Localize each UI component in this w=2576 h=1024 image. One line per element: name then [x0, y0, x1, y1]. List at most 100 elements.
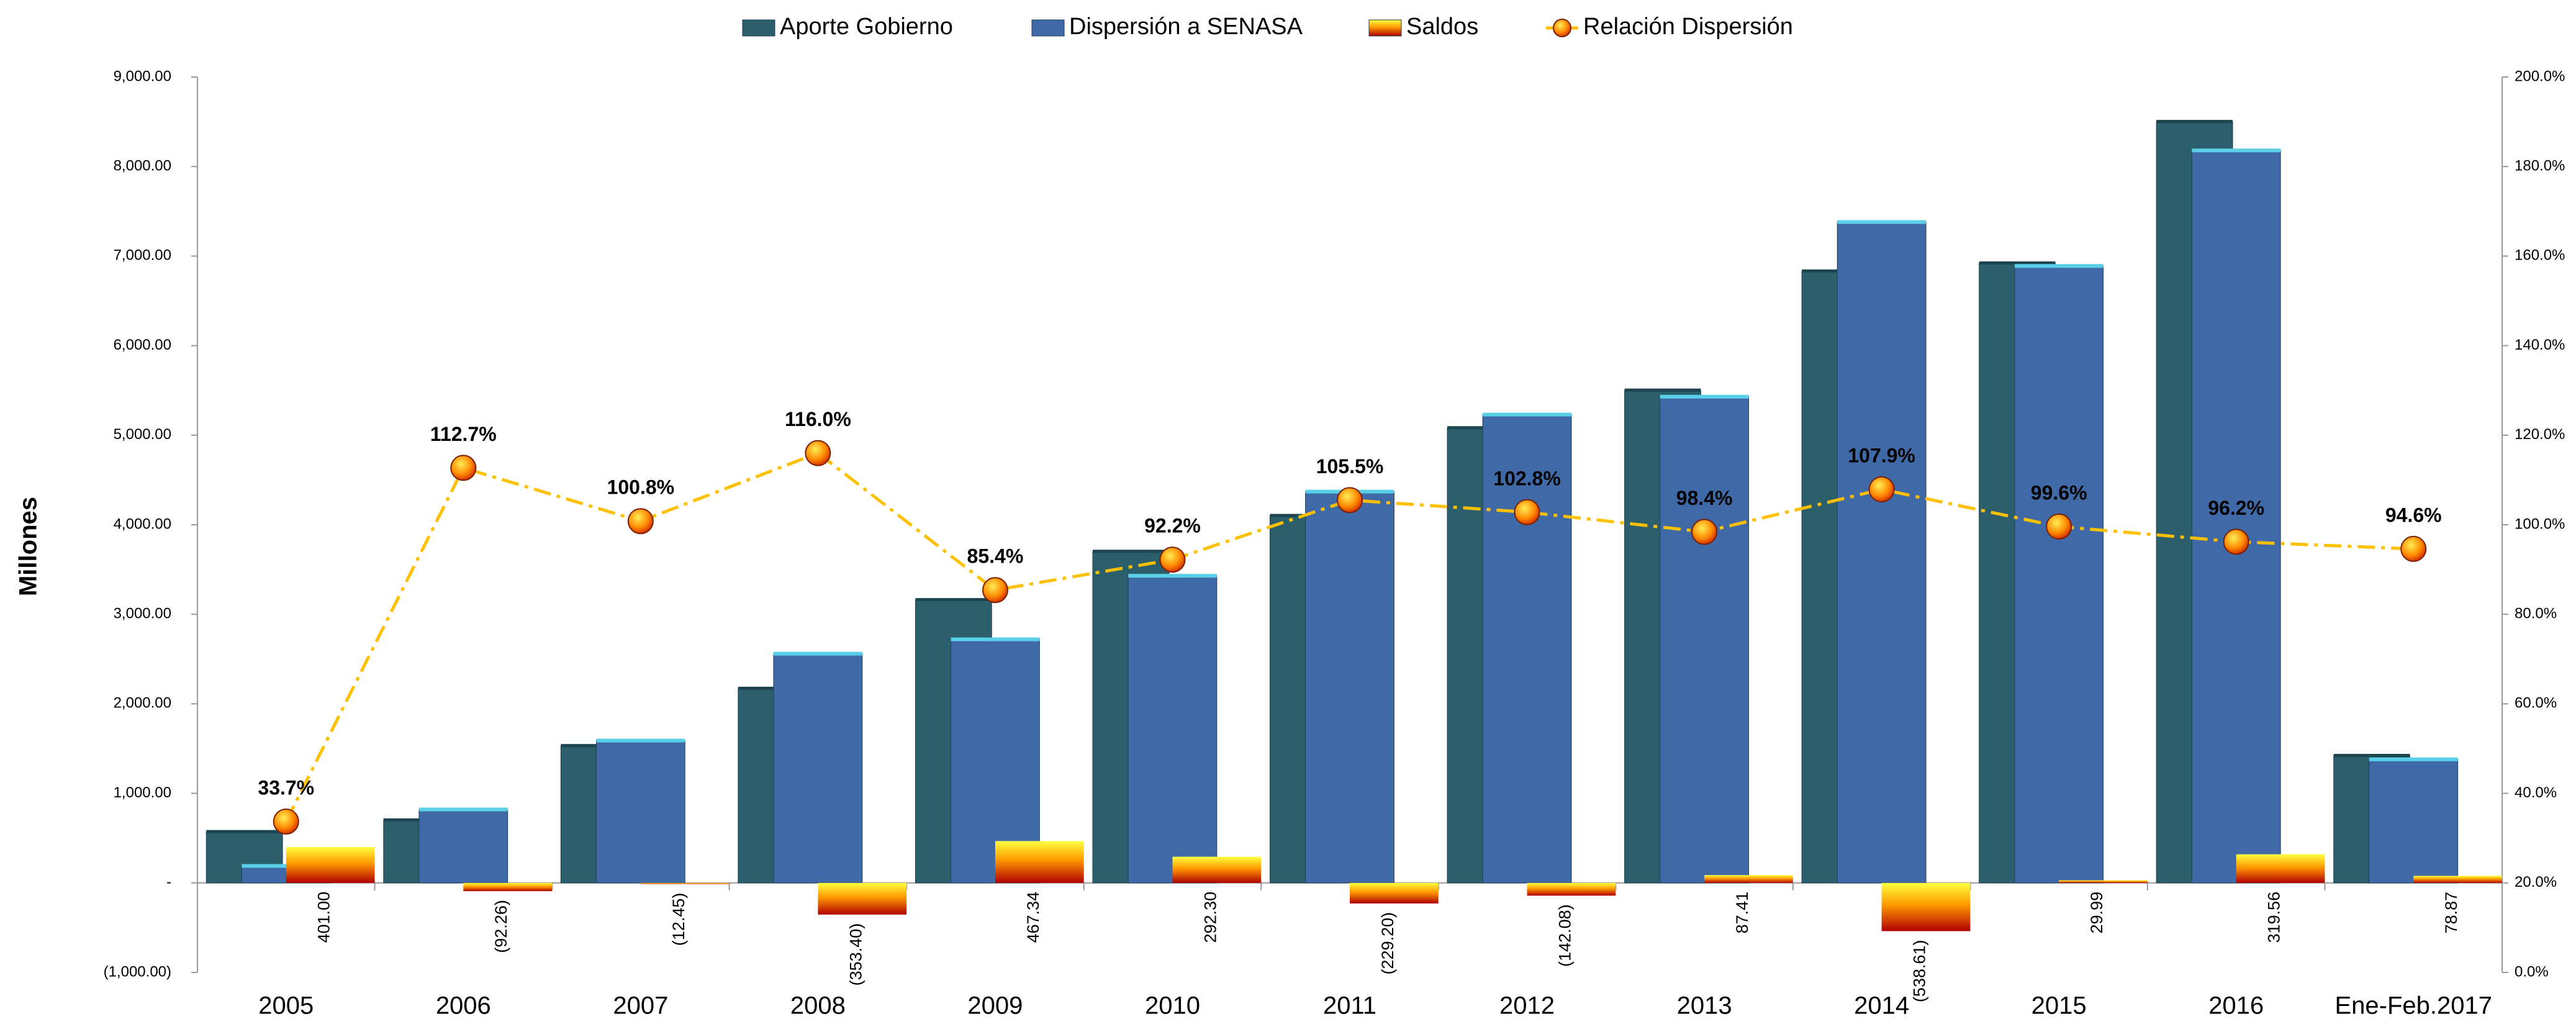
- x-tick-label: Ene-Feb.2017: [2334, 992, 2492, 1020]
- y-tick-label: 1,000.00: [114, 784, 171, 801]
- legend-label: Relación Dispersión: [1583, 14, 1793, 40]
- y2-tick-label: 40.0%: [2515, 784, 2557, 801]
- bar-cap: [774, 651, 862, 656]
- data-label: 94.6%: [2385, 504, 2442, 526]
- data-label: (12.45): [669, 893, 688, 946]
- bar: [1482, 414, 1572, 884]
- y2-tick-label: 140.0%: [2515, 337, 2565, 353]
- bar-cap: [2369, 757, 2458, 761]
- bar-cap: [2333, 754, 2410, 758]
- bar: [773, 653, 863, 884]
- legend-label: Saldos: [1406, 14, 1478, 40]
- y-tick-label: 7,000.00: [114, 247, 171, 264]
- y-tick-label: 6,000.00: [114, 337, 171, 353]
- data-label: 105.5%: [1316, 455, 1384, 478]
- legend-swatch: [1553, 19, 1571, 37]
- data-label: 100.8%: [607, 476, 675, 499]
- line-marker: [450, 455, 477, 481]
- y-tick-label: -: [166, 874, 171, 890]
- y-axis-label: Millones: [15, 497, 42, 596]
- bar: [1527, 882, 1616, 896]
- data-label: 116.0%: [785, 408, 851, 430]
- legend-label: Aporte Gobierno: [780, 14, 953, 40]
- bar: [1881, 882, 1971, 931]
- bar: [1128, 575, 1218, 884]
- line-marker: [627, 508, 654, 535]
- data-label: 33.7%: [258, 776, 314, 799]
- y-tick-label: 8,000.00: [114, 158, 171, 174]
- data-label: 98.4%: [1676, 487, 1733, 509]
- x-tick-label: 2007: [613, 992, 668, 1020]
- bar-cap: [1837, 220, 1926, 224]
- x-tick-label: 2009: [967, 992, 1023, 1020]
- y-tick-label: 4,000.00: [114, 515, 171, 532]
- bar-cap: [596, 738, 685, 743]
- data-label: 96.2%: [2208, 497, 2264, 519]
- x-tick-label: 2015: [2031, 992, 2087, 1020]
- data-label: 107.9%: [1848, 444, 1915, 466]
- line-marker: [2046, 513, 2072, 540]
- bar: [1660, 396, 1749, 884]
- y2-tick-label: 0.0%: [2515, 963, 2549, 980]
- line-marker: [273, 809, 299, 835]
- data-label: 78.87: [2442, 892, 2461, 934]
- data-label: 85.4%: [967, 545, 1024, 568]
- line-marker: [1868, 476, 1895, 503]
- y-tick-label: 9,000.00: [114, 68, 171, 84]
- bar-cap: [2156, 120, 2233, 124]
- x-tick-label: 2012: [1499, 992, 1555, 1020]
- bar: [1704, 875, 1793, 883]
- data-label: 401.00: [315, 892, 333, 943]
- line-marker: [982, 577, 1008, 604]
- bar-cap: [1624, 388, 1701, 392]
- data-label: 92.2%: [1144, 515, 1201, 537]
- x-tick-label: 2014: [1854, 992, 1909, 1020]
- y2-tick-label: 200.0%: [2515, 68, 2565, 84]
- data-label: (142.08): [1555, 904, 1574, 967]
- bar: [1172, 856, 1262, 883]
- bar: [2236, 854, 2325, 883]
- bar: [286, 846, 375, 883]
- x-tick-label: 2008: [790, 992, 846, 1020]
- data-label: (538.61): [1910, 940, 1929, 1002]
- data-label: 87.41: [1733, 892, 1751, 934]
- bar: [2014, 265, 2104, 884]
- y2-tick-label: 60.0%: [2515, 695, 2557, 712]
- data-label: 29.99: [2087, 892, 2106, 934]
- legend-swatch: [1368, 19, 1402, 37]
- bar-cap: [1483, 412, 1571, 417]
- bar: [2191, 150, 2281, 884]
- bar-cap: [1128, 574, 1217, 578]
- y-tick-label: 2,000.00: [114, 695, 171, 712]
- data-label: (92.26): [492, 900, 510, 953]
- bar: [2059, 880, 2148, 883]
- bar: [2413, 876, 2502, 883]
- bar: [463, 882, 553, 892]
- bar: [1350, 882, 1439, 904]
- bar: [818, 882, 907, 915]
- y2-tick-label: 180.0%: [2515, 158, 2565, 174]
- data-label: (353.40): [846, 923, 865, 986]
- data-label: 319.56: [2265, 892, 2284, 943]
- data-label: 112.7%: [430, 423, 497, 445]
- data-label: 467.34: [1024, 892, 1042, 943]
- y2-tick-label: 80.0%: [2515, 605, 2557, 622]
- legend-swatch: [1031, 19, 1065, 37]
- data-label: (229.20): [1378, 912, 1397, 975]
- line-marker: [1337, 487, 1363, 514]
- bar-cap: [2014, 264, 2104, 268]
- bar: [995, 841, 1084, 883]
- bar-cap: [1092, 550, 1169, 553]
- bar-cap: [2192, 148, 2281, 153]
- data-label: 99.6%: [2031, 481, 2087, 504]
- x-tick-label: 2013: [1677, 992, 1732, 1020]
- y-tick-label: 3,000.00: [114, 605, 171, 622]
- bar: [595, 740, 685, 884]
- bar-cap: [418, 807, 508, 812]
- bar: [640, 882, 730, 884]
- x-tick-label: 2011: [1323, 992, 1376, 1020]
- x-tick-label: 2016: [2208, 992, 2264, 1020]
- data-label: 102.8%: [1493, 467, 1561, 489]
- y2-tick-label: 120.0%: [2515, 426, 2565, 443]
